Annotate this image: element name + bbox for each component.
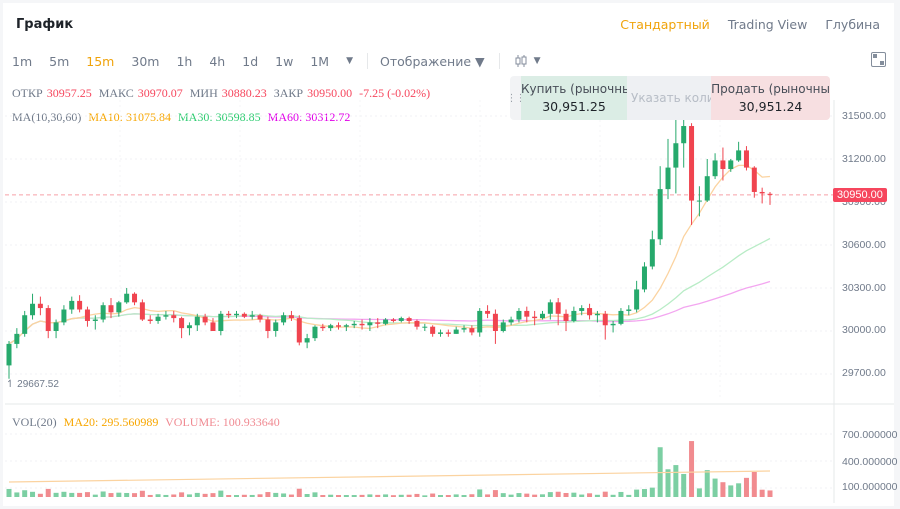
ma-label: MA(10,30,60) — [12, 110, 82, 124]
toolbar-divider — [498, 53, 500, 69]
interval-15m[interactable]: 15m — [86, 53, 115, 69]
current-price-tag: 30950.00 — [833, 188, 887, 202]
price-tick: 30000.00 — [842, 324, 886, 336]
interval-1m[interactable]: 1m — [12, 53, 33, 69]
price-tick: 31200.00 — [842, 153, 886, 165]
price-tick: 30300.00 — [842, 282, 886, 294]
ma-legend: MA(10,30,60) MA10: 31075.84 MA30: 30598.… — [12, 110, 354, 125]
price-tick: 31500.00 — [842, 110, 886, 122]
chart-type-dropdown[interactable]: ▼ — [514, 54, 541, 68]
open-value: 30957.25 — [46, 86, 92, 100]
vol-value: VOLUME: 100.933640 — [165, 415, 280, 429]
high-value: 30970.07 — [137, 86, 183, 100]
change-value: -7.25 (-0.02%) — [359, 86, 431, 100]
market-sell-button[interactable]: Продать (рыночны 30,951.24 — [711, 76, 830, 120]
volume-tick: 100.000000 — [842, 481, 898, 493]
sell-label: Продать (рыночны — [711, 82, 830, 96]
low-value: 30880.23 — [221, 86, 267, 100]
candlestick-icon — [515, 55, 527, 67]
drag-handle-icon[interactable]: ⋮⋮ — [510, 92, 526, 104]
tab-trading-view[interactable]: Trading View — [727, 17, 808, 32]
ma60-value: MA60: 30312.72 — [267, 110, 351, 124]
quantity-input[interactable]: Указать количество — [627, 76, 712, 120]
fullscreen-icon[interactable] — [871, 52, 886, 67]
volume-legend: VOL(20) MA20: 295.560989 VOLUME: 100.933… — [12, 415, 284, 430]
close-label: ЗАКР — [273, 86, 304, 100]
interval-toolbar: 1m 5m 15m 30m 1h 4h 1d 1w 1M ▼ Отображен… — [12, 53, 541, 69]
interval-5m[interactable]: 5m — [49, 53, 70, 69]
quick-trade-widget: ⋮⋮ Купить (рыночный 30,951.25 Указать ко… — [510, 76, 830, 120]
min-price-marker: ↿ 29667.52 — [6, 379, 59, 390]
tab-depth[interactable]: Глубина — [825, 17, 880, 32]
buy-label: Купить (рыночный — [521, 82, 627, 96]
min-price-value: 29667.52 — [17, 379, 59, 390]
close-value: 30950.00 — [307, 86, 353, 100]
toolbar-divider — [367, 53, 368, 69]
low-label: МИН — [189, 86, 218, 100]
view-tabs: Стандартный Trading View Глубина — [620, 17, 880, 32]
vol-ma20-value: MA20: 295.560989 — [63, 415, 159, 429]
volume-tick: 400.000000 — [842, 456, 898, 468]
ohlc-legend: ОТКР 30957.25 МАКС 30970.07 МИН 30880.23 ЗА… — [12, 86, 434, 101]
price-tick: 30600.00 — [842, 239, 886, 251]
ma10-value: MA10: 31075.84 — [88, 110, 171, 124]
price-tick: 29700.00 — [842, 367, 886, 379]
market-buy-button[interactable]: Купить (рыночный 30,951.25 — [521, 76, 627, 120]
display-dropdown[interactable]: Отображение ▼ — [380, 53, 485, 69]
panel-title: График — [16, 17, 74, 32]
interval-4h[interactable]: 4h — [209, 53, 226, 69]
volume-tick: 700.000000 — [842, 429, 898, 441]
chevron-down-icon: ▼ — [533, 56, 541, 66]
sell-price: 30,951.24 — [738, 99, 803, 114]
more-intervals-dropdown[interactable]: ▼ — [346, 56, 353, 66]
interval-30m[interactable]: 30m — [131, 53, 160, 69]
interval-1M[interactable]: 1M — [310, 53, 330, 69]
interval-1w[interactable]: 1w — [275, 53, 294, 69]
high-label: МАКС — [98, 86, 134, 100]
interval-1d[interactable]: 1d — [242, 53, 259, 69]
interval-1h[interactable]: 1h — [176, 53, 193, 69]
buy-price: 30,951.25 — [542, 99, 606, 114]
vol-label: VOL(20) — [12, 415, 57, 429]
tab-standard[interactable]: Стандартный — [620, 17, 710, 32]
open-label: ОТКР — [12, 86, 43, 100]
